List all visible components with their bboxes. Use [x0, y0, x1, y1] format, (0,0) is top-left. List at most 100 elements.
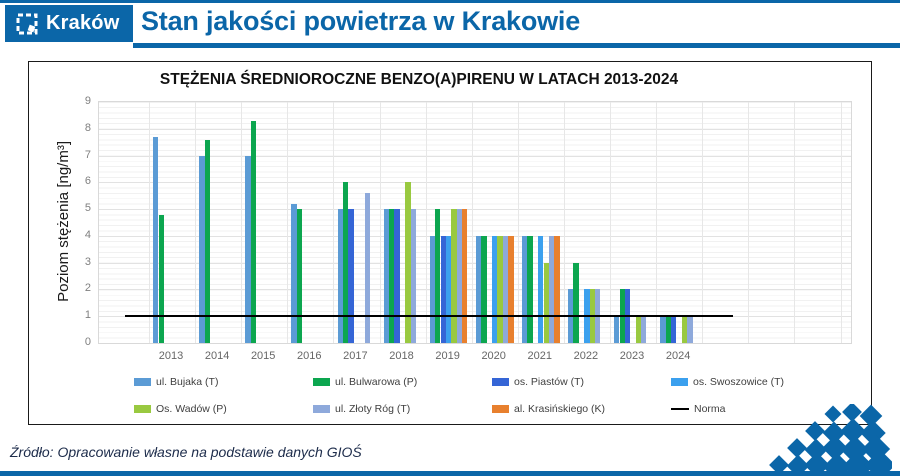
x-tick-label: 2014 [204, 350, 230, 362]
y-tick-label: 3 [84, 255, 91, 268]
x-tick-label: 2016 [297, 350, 322, 362]
legend-item: ul. Złoty Róg (T) [313, 402, 410, 416]
gridline-horizontal [99, 128, 851, 130]
bar-2-2019 [440, 235, 446, 343]
gridline-vertical [563, 102, 565, 343]
chart-title: STĘŻENIA ŚREDNIOROCZNE BENZO(A)PIRENU W … [159, 71, 679, 88]
gridline-horizontal [99, 235, 851, 237]
legend-item: os. Piastów (T) [492, 375, 584, 389]
header-rule [133, 43, 900, 48]
bar-4-2024 [681, 316, 688, 343]
y-tick-label: 4 [84, 228, 91, 241]
bar-1-2022 [573, 262, 579, 343]
legend-item: Os. Wadów (P) [134, 402, 227, 416]
source-note: Źródło: Opracowanie własne na podstawie … [10, 444, 362, 460]
bar-1-2015 [250, 120, 257, 343]
x-tick-label: 2020 [481, 350, 506, 362]
gridline-vertical [656, 102, 658, 343]
bar-4-2018 [405, 182, 411, 343]
gridline-vertical [702, 102, 704, 343]
legend-label: Os. Wadów (P) [156, 403, 227, 415]
bar-3-2019 [445, 235, 452, 343]
y-tick-label: 6 [84, 175, 91, 188]
gridline-vertical [610, 102, 611, 343]
legend-label: ul. Złoty Róg (T) [335, 403, 411, 415]
krakow-mosaic-graphic [769, 404, 892, 476]
gridline-vertical [471, 102, 473, 343]
bar-0-2023 [614, 316, 620, 343]
legend-color-swatch [313, 405, 330, 413]
bar-4-2019 [451, 209, 457, 343]
bar-0-2013 [153, 136, 159, 343]
gridline-vertical [287, 102, 289, 343]
bar-5-2017 [364, 193, 370, 343]
y-tick-label: 0 [84, 336, 91, 348]
bar-5-2021 [548, 235, 555, 343]
y-tick-label: 8 [84, 121, 91, 134]
x-tick-label: 2024 [665, 350, 691, 362]
x-tick-label: 2021 [527, 350, 553, 362]
krakow-logo: Kraków [5, 5, 133, 42]
legend-label: Norma [694, 403, 726, 415]
legend-label: os. Piastów (T) [514, 376, 585, 388]
gridline-vertical [794, 102, 796, 343]
gridline-horizontal [99, 155, 851, 157]
bar-0-2015 [245, 155, 251, 343]
gridline-vertical [425, 102, 427, 343]
bar-0-2020 [475, 235, 482, 343]
x-tick-label: 2023 [619, 350, 645, 362]
legend-color-swatch [313, 378, 330, 386]
bar-2-2017 [348, 209, 354, 343]
gridline-vertical [149, 102, 150, 343]
x-tick-label: 2015 [250, 350, 276, 362]
legend-item: Norma [671, 402, 726, 416]
legend-line-swatch [671, 408, 689, 410]
legend-color-swatch [134, 405, 151, 413]
legend-item: ul. Bulwarowa (P) [313, 375, 417, 389]
gridline-horizontal [99, 182, 851, 184]
legend-item: os. Swoszowice (T) [671, 375, 784, 389]
y-tick-label: 5 [84, 202, 91, 215]
y-tick-label: 2 [84, 282, 91, 295]
bar-5-2023 [641, 316, 647, 343]
bar-1-2018 [389, 209, 395, 343]
y-axis-title: Poziom stężenia [ng/m³] [43, 101, 83, 342]
x-tick-label: 2017 [343, 350, 368, 362]
bar-0-2017 [337, 209, 343, 343]
bar-1-2016 [296, 209, 303, 343]
bar-0-2021 [521, 235, 528, 343]
bar-0-2016 [291, 203, 297, 343]
x-tick-label: 2018 [389, 350, 414, 362]
bar-1-2017 [342, 182, 349, 343]
legend-color-swatch [671, 378, 688, 386]
bar-4-2023 [635, 316, 642, 343]
logo-text: Kraków [46, 12, 120, 34]
gridline-vertical [517, 102, 519, 343]
krakow-logo-icon [16, 13, 38, 34]
legend-label: ul. Bujaka (T) [156, 376, 219, 388]
top-accent-strip [0, 0, 900, 3]
bar-4-2021 [543, 262, 549, 343]
y-tick-label: 1 [84, 309, 91, 322]
gridline-horizontal [99, 209, 851, 211]
bar-6-2019 [462, 209, 468, 343]
gridline-vertical [748, 102, 750, 343]
legend-color-swatch [492, 405, 509, 413]
bar-6-2020 [508, 235, 514, 343]
bar-2-2018 [394, 209, 400, 343]
legend-label: os. Swoszowice (T) [693, 376, 785, 388]
x-tick-label: 2019 [435, 350, 460, 362]
plot-area [98, 101, 852, 344]
bar-0-2014 [199, 155, 205, 343]
y-tick-label: 7 [84, 148, 91, 161]
bar-6-2021 [554, 235, 560, 343]
bar-4-2020 [497, 235, 503, 343]
norma-line [125, 315, 733, 318]
bottom-accent-strip [0, 471, 900, 476]
gridline-vertical [333, 102, 335, 343]
gridline-vertical [195, 102, 197, 343]
gridline-vertical [840, 102, 842, 343]
y-axis-title-text: Poziom stężenia [ng/m³] [54, 141, 72, 302]
legend: ul. Bujaka (T) ul. Bulwarowa (P) os. Piast… [134, 375, 834, 431]
